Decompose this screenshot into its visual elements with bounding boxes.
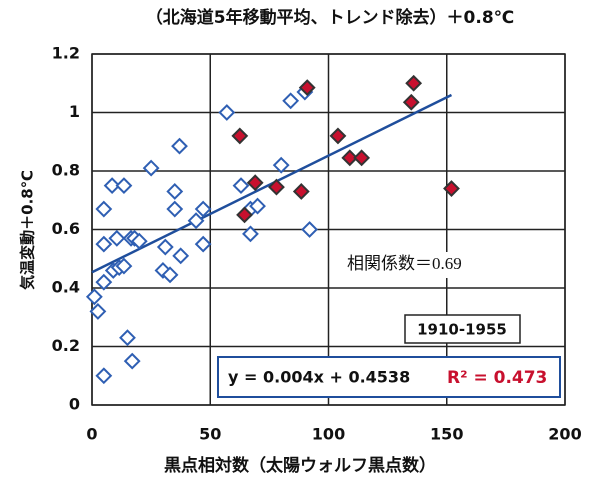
y-axis-label: 気温変動＋0.8℃ bbox=[19, 170, 37, 290]
x-tick-label: 50 bbox=[199, 425, 221, 444]
x-tick-label: 150 bbox=[430, 425, 463, 444]
x-axis-label: 黒点相対数（太陽ウォルフ黒点数） bbox=[164, 455, 436, 476]
y-tick-label: 0.2 bbox=[52, 336, 80, 355]
point bbox=[194, 235, 212, 253]
point bbox=[130, 232, 148, 250]
point bbox=[249, 197, 266, 215]
point bbox=[166, 200, 184, 218]
point bbox=[232, 177, 250, 195]
point bbox=[301, 221, 318, 238]
point bbox=[161, 266, 179, 284]
y-tick-label: 1 bbox=[69, 102, 80, 121]
annotation-bg bbox=[343, 252, 518, 278]
point bbox=[108, 229, 126, 247]
point bbox=[292, 183, 310, 200]
y-tick-label: 0.6 bbox=[52, 219, 80, 238]
x-tick-label: 200 bbox=[548, 425, 581, 444]
point bbox=[218, 104, 236, 121]
point bbox=[115, 257, 133, 275]
point bbox=[282, 92, 300, 110]
point bbox=[194, 200, 212, 218]
point bbox=[268, 178, 285, 196]
point bbox=[142, 159, 160, 177]
point bbox=[246, 174, 264, 192]
equation-label: y = 0.004x + 0.4538 bbox=[228, 368, 410, 387]
equation-box bbox=[217, 356, 561, 398]
point bbox=[171, 137, 188, 155]
r2-label: R² = 0.473 bbox=[447, 368, 547, 388]
x-tick-label: 100 bbox=[312, 425, 345, 444]
point bbox=[187, 212, 205, 230]
y-tick-label: 1.2 bbox=[52, 44, 80, 63]
point bbox=[89, 302, 107, 320]
point bbox=[166, 183, 184, 200]
chart-title: （北海道5年移動平均、トレンド除去）＋0.8℃ bbox=[146, 7, 515, 28]
point bbox=[405, 74, 423, 92]
point bbox=[95, 273, 113, 291]
y-tick-label: 0.4 bbox=[52, 278, 80, 297]
point bbox=[95, 200, 113, 218]
point bbox=[443, 180, 460, 197]
period-box bbox=[404, 314, 521, 344]
x-tick-label: 0 bbox=[86, 425, 97, 444]
correlation-label: 相関係数＝0.69 bbox=[347, 254, 462, 273]
point bbox=[242, 225, 259, 243]
y-tick-label: 0.8 bbox=[52, 161, 80, 180]
y-tick-label: 0 bbox=[69, 395, 80, 414]
point bbox=[103, 177, 121, 195]
period-label: 1910-1955 bbox=[417, 321, 507, 339]
point bbox=[156, 238, 174, 256]
point bbox=[231, 127, 249, 145]
point bbox=[85, 288, 103, 306]
point bbox=[402, 93, 420, 111]
point bbox=[172, 247, 190, 265]
point bbox=[95, 235, 113, 253]
point bbox=[236, 206, 253, 224]
point bbox=[119, 329, 136, 347]
point bbox=[298, 79, 316, 97]
point bbox=[123, 352, 141, 370]
point bbox=[353, 149, 371, 167]
point bbox=[329, 127, 347, 145]
point bbox=[95, 367, 113, 385]
point bbox=[272, 156, 290, 174]
point bbox=[341, 149, 359, 167]
point bbox=[115, 177, 133, 195]
